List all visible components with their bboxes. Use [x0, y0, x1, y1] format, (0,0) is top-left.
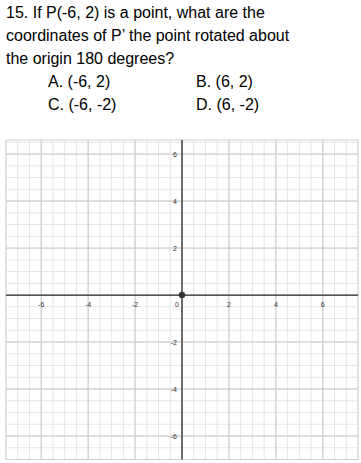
minor-grid-line [146, 140, 147, 460]
minor-grid-line [76, 140, 77, 460]
grid-line [322, 140, 323, 460]
minor-grid-line [217, 140, 218, 460]
point [179, 292, 185, 298]
minor-grid-line [41, 140, 42, 460]
minor-grid-line [264, 140, 265, 460]
plot-frame [6, 140, 358, 460]
minor-grid-line [322, 140, 323, 460]
minor-grid-line [287, 140, 288, 460]
answer-option: D. (6, -2) [196, 96, 259, 114]
minor-grid-line [299, 140, 300, 460]
coordinate-plane: -6 -4 -2 0 2 4 6 -6 -4 -2 2 4 6 [0, 0, 361, 463]
minor-grid-line [135, 140, 136, 460]
minor-grid-line [228, 140, 229, 460]
x-tick-label: -2 [132, 301, 138, 308]
x-tick-label: 6 [321, 301, 325, 308]
x-tick-label: 4 [274, 301, 278, 308]
y-tick-label: 6 [173, 151, 177, 158]
minor-grid-line [334, 140, 335, 460]
minor-grid-line [346, 140, 347, 460]
minor-grid-line [240, 140, 241, 460]
minor-grid-line [17, 140, 18, 460]
y-tick-label: -2 [171, 339, 177, 346]
answer-option: B. (6, 2) [196, 73, 253, 91]
minor-grid-line [88, 140, 89, 460]
minor-grid-line [193, 140, 194, 460]
minor-grid-line [311, 140, 312, 460]
grid-line [182, 140, 183, 460]
minor-grid-line [205, 140, 206, 460]
answer-option: A. (-6, 2) [48, 73, 110, 91]
y-axis [181, 140, 182, 460]
minor-grid-line [52, 140, 53, 460]
grid-line [275, 140, 276, 460]
minor-grid-line [99, 140, 100, 460]
minor-grid-line [111, 140, 112, 460]
x-tick-label: 2 [227, 301, 231, 308]
question-text: 15. If P(-6, 2) is a point, what are the [6, 4, 265, 22]
y-tick-label: 4 [173, 198, 177, 205]
y-tick-label: -6 [171, 433, 177, 440]
grid-line [41, 140, 42, 460]
question-text: coordinates of P’ the point rotated abou… [6, 27, 289, 45]
minor-grid-line [158, 140, 159, 460]
y-tick-label: -4 [171, 386, 177, 393]
minor-grid-line [29, 140, 30, 460]
answer-option: C. (-6, -2) [48, 96, 116, 114]
x-tick-label: -4 [85, 301, 91, 308]
minor-grid [6, 140, 358, 460]
points [179, 292, 185, 298]
y-tick-label: 2 [173, 245, 177, 252]
minor-grid-line [182, 140, 183, 460]
minor-grid-line [170, 140, 171, 460]
question-text: the origin 180 degrees? [6, 50, 174, 68]
x-tick-label: 0 [175, 301, 179, 308]
minor-grid-line [123, 140, 124, 460]
grid-line [228, 140, 229, 460]
grid-line [135, 140, 136, 460]
minor-grid-line [275, 140, 276, 460]
minor-grid-line [252, 140, 253, 460]
grid-line [88, 140, 89, 460]
minor-grid-line [64, 140, 65, 460]
x-tick-label: -6 [38, 301, 44, 308]
